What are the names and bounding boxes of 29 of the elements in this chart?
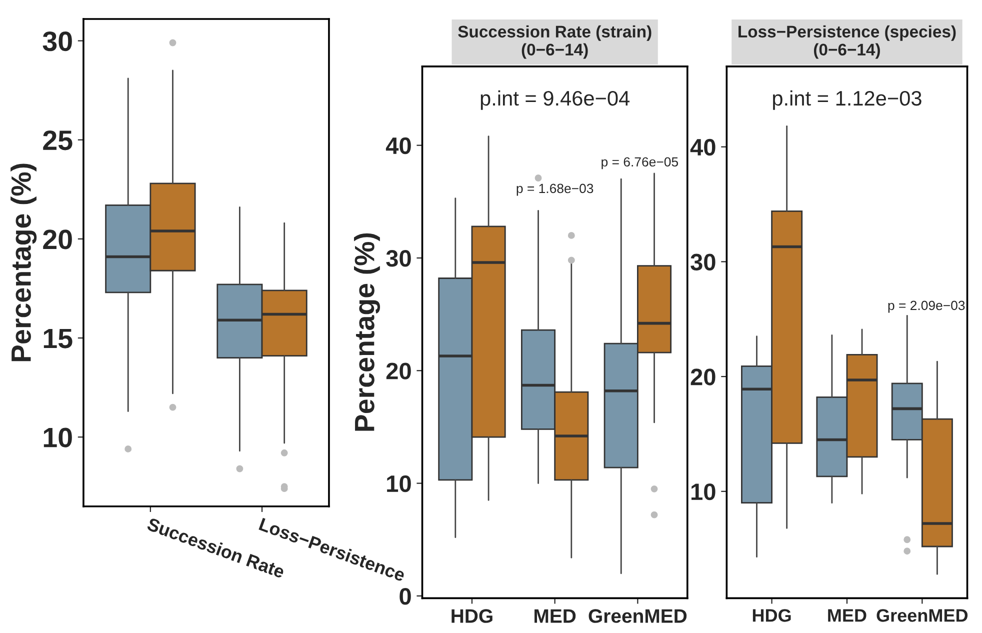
- y-tick-label: 30: [42, 31, 72, 52]
- chart-title: Loss−Persistence (species) (0−6−14): [738, 25, 956, 59]
- x-tick-label: GreenMED: [588, 609, 687, 623]
- y-tick-label: 0: [400, 588, 411, 605]
- x-tick-label: MED: [828, 609, 866, 622]
- annotation: p.int = 9.46e−04: [480, 90, 630, 110]
- y-tick-label: 30: [690, 254, 716, 271]
- x-tick-label: HDG: [452, 609, 492, 623]
- annotation: p = 1.68e−03: [516, 184, 594, 196]
- y-tick-label: 20: [386, 362, 411, 380]
- y-axis-title: Percentage (%): [10, 164, 37, 362]
- annotation: p.int = 1.12e−03: [773, 90, 922, 110]
- y-tick-label: 20: [43, 230, 72, 250]
- x-tick-label: MED: [534, 609, 576, 623]
- y-tick-label: 30: [386, 250, 411, 267]
- y-tick-label: 20: [690, 368, 716, 386]
- y-axis-title: Percentage (%): [354, 233, 380, 431]
- y-tick-label: 10: [691, 483, 716, 500]
- y-tick-label: 25: [43, 130, 72, 150]
- y-tick-label: 10: [44, 428, 72, 448]
- annotation: p = 2.09e−03: [888, 300, 965, 313]
- annotation: p = 6.76e−05: [602, 157, 678, 170]
- x-tick-label: GreenMED: [876, 609, 968, 622]
- y-tick-label: 15: [44, 328, 72, 348]
- y-tick-label: 40: [386, 137, 411, 154]
- y-tick-label: 10: [387, 475, 411, 492]
- y-tick-label: 40: [690, 138, 716, 156]
- x-tick-label: HDG: [752, 609, 791, 622]
- chart-title: Succession Rate (strain) (0−6−14): [458, 25, 652, 59]
